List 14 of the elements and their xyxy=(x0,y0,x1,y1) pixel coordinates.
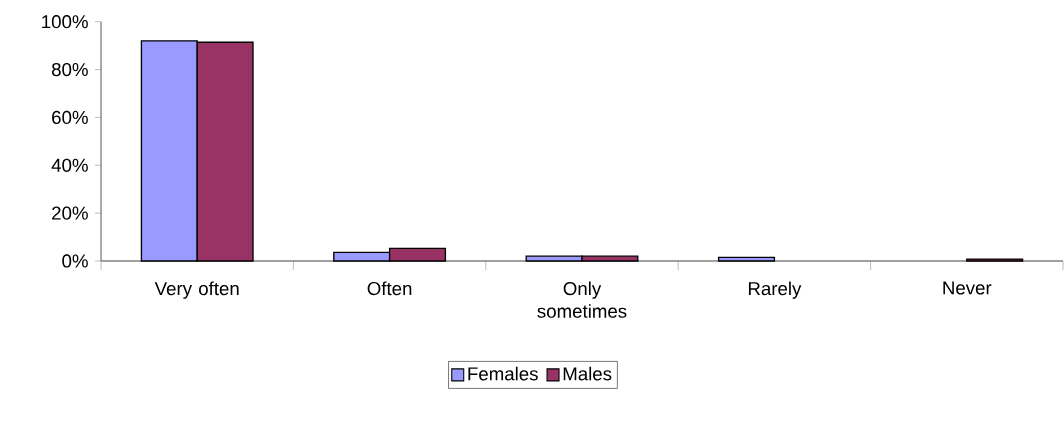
y-tick-label: 0% xyxy=(62,254,88,268)
y-tick-label: 20% xyxy=(52,206,88,220)
x-tick-label: Very often xyxy=(154,281,239,299)
y-tick-label: 80% xyxy=(51,62,88,77)
x-tick-label: Never xyxy=(943,281,992,295)
y-tick-label: 40% xyxy=(51,158,88,172)
y-tick-label: 60% xyxy=(52,110,88,125)
legend-label: Males xyxy=(563,366,612,381)
x-tick-label: Rarely xyxy=(748,281,802,299)
bar xyxy=(717,256,776,262)
x-tick-label: Often xyxy=(367,281,412,296)
x-tick-label: Only sometimes xyxy=(537,281,627,318)
legend-label: Females xyxy=(468,366,538,381)
y-tick-label: 100% xyxy=(42,15,88,29)
